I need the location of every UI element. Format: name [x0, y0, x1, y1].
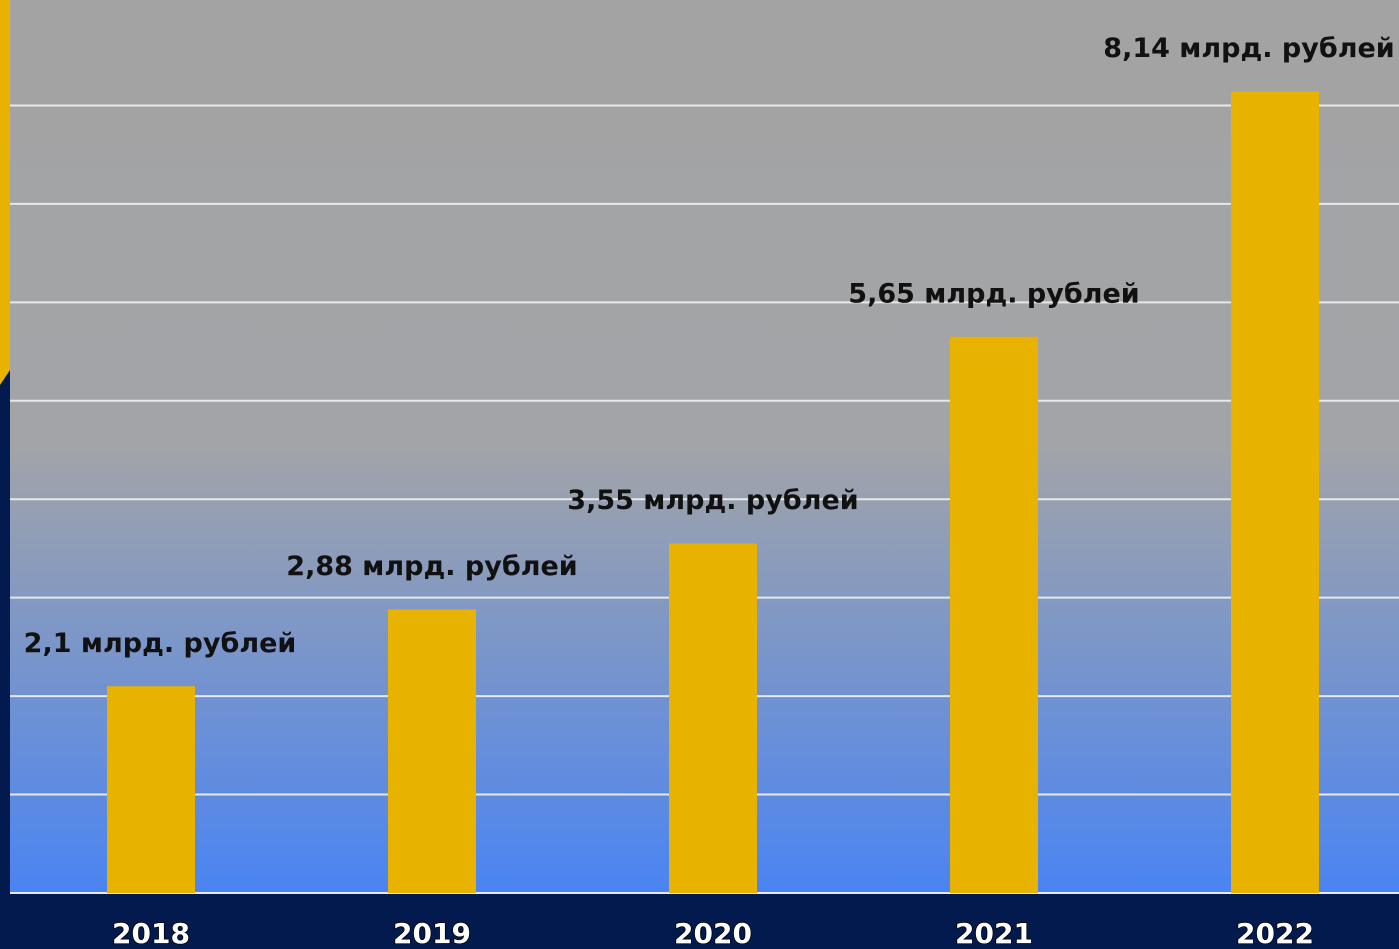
x-tick-label: 2020	[674, 917, 752, 949]
value-label: 2,88 млрд. рублей	[286, 551, 577, 582]
bar	[107, 686, 195, 893]
x-tick-label: 2019	[393, 917, 471, 949]
value-label: 3,55 млрд. рублей	[567, 485, 858, 516]
bar	[1231, 91, 1319, 893]
bar	[669, 543, 757, 893]
value-label: 5,65 млрд. рублей	[848, 278, 1139, 309]
value-label: 8,14 млрд. рублей	[1103, 33, 1394, 64]
x-tick-label: 2022	[1236, 917, 1314, 949]
x-tick-label: 2018	[112, 917, 190, 949]
value-label: 2,1 млрд. рублей	[24, 628, 297, 659]
bar	[950, 336, 1038, 893]
x-tick-label: 2021	[955, 917, 1033, 949]
bar	[388, 609, 476, 893]
